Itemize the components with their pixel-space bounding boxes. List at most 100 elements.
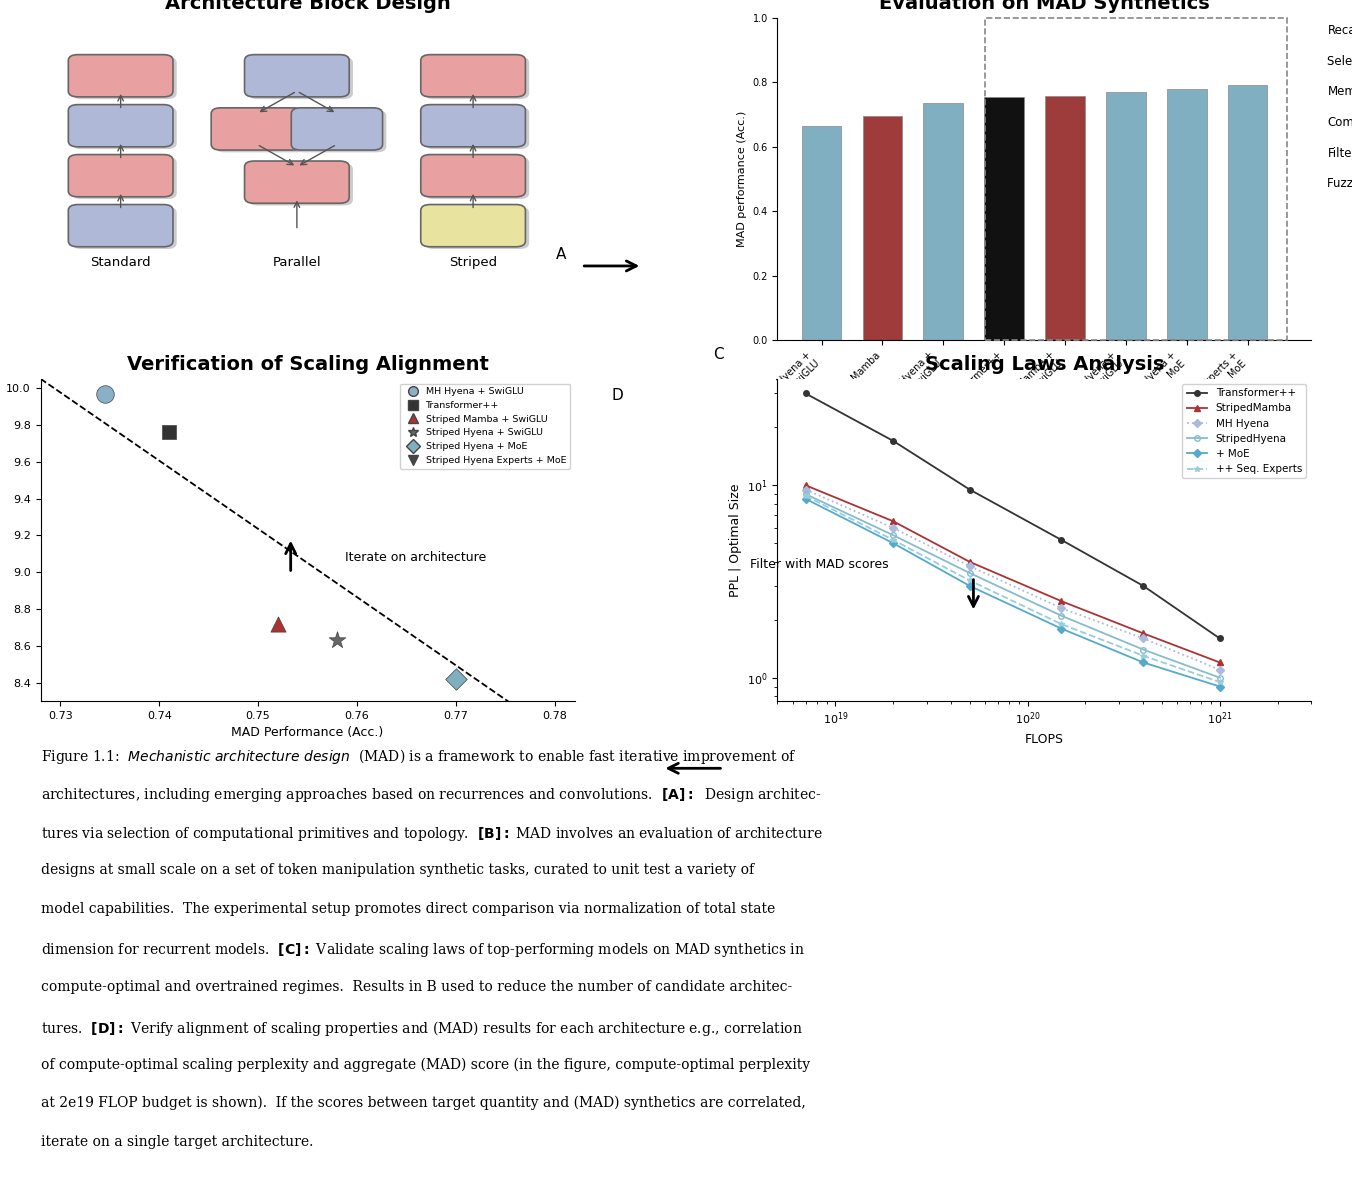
MH Hyena: [798, 482, 814, 496]
Text: Parallel: Parallel: [273, 256, 322, 269]
+ MoE: [886, 537, 902, 551]
+ MoE: [1136, 655, 1152, 669]
Title: Architecture Block Design: Architecture Block Design: [165, 0, 450, 13]
Text: compute-optimal and overtrained regimes.  Results in B used to reduce the number: compute-optimal and overtrained regimes.…: [41, 980, 792, 994]
Text: of compute-optimal scaling perplexity and aggregate (MAD) score (in the figure, : of compute-optimal scaling perplexity an…: [41, 1058, 810, 1072]
Y-axis label: MAD performance (Acc.): MAD performance (Acc.): [737, 111, 746, 247]
Line: StripedMamba: StripedMamba: [803, 482, 1222, 665]
X-axis label: FLOPS: FLOPS: [1025, 733, 1064, 746]
StripedMamba: [886, 514, 902, 528]
Text: D: D: [611, 389, 623, 403]
++ Seq. Experts: [1136, 649, 1152, 663]
Line: StripedHyena: StripedHyena: [803, 492, 1222, 681]
Title: Evaluation on MAD Synthetics: Evaluation on MAD Synthetics: [879, 0, 1210, 13]
Transformer++: [1136, 579, 1152, 593]
Bar: [923, 103, 963, 340]
FancyBboxPatch shape: [420, 204, 526, 247]
Text: Standard: Standard: [91, 256, 151, 269]
FancyBboxPatch shape: [425, 207, 529, 249]
Point: [445, 669, 466, 688]
FancyBboxPatch shape: [69, 155, 173, 197]
Legend: Transformer++, StripedMamba, MH Hyena, StripedHyena, + MoE, ++ Seq. Experts: Transformer++, StripedMamba, MH Hyena, S…: [1183, 384, 1306, 479]
Text: dimension for recurrent models.  $\mathbf{[C]:}$ Validate scaling laws of top-pe: dimension for recurrent models. $\mathbf…: [41, 941, 804, 959]
+ MoE: [798, 492, 814, 506]
Text: tures via selection of computational primitives and topology.  $\mathbf{[B]:}$ M: tures via selection of computational pri…: [41, 825, 822, 843]
FancyBboxPatch shape: [425, 157, 529, 199]
StripedMamba: [1136, 626, 1152, 641]
FancyBboxPatch shape: [420, 54, 526, 97]
MH Hyena: [1136, 631, 1152, 645]
FancyBboxPatch shape: [420, 155, 526, 197]
FancyBboxPatch shape: [249, 57, 353, 99]
StripedMamba: [961, 554, 977, 569]
FancyBboxPatch shape: [72, 106, 177, 149]
Text: Recall: Recall: [1328, 24, 1352, 37]
FancyBboxPatch shape: [215, 110, 306, 152]
Text: Filter with MAD scores: Filter with MAD scores: [750, 559, 890, 571]
Text: A: A: [556, 247, 566, 261]
FancyBboxPatch shape: [291, 108, 383, 150]
StripedMamba: [1053, 595, 1069, 609]
StripedMamba: [798, 479, 814, 493]
FancyBboxPatch shape: [425, 106, 529, 149]
Text: at 2e19 FLOP budget is shown).  If the scores between target quantity and (MAD) : at 2e19 FLOP budget is shown). If the sc…: [41, 1096, 806, 1111]
MH Hyena: [1053, 600, 1069, 615]
FancyBboxPatch shape: [69, 54, 173, 97]
Text: Striped: Striped: [449, 256, 498, 269]
Text: Selective Copy: Selective Copy: [1328, 54, 1352, 67]
StripedHyena: [1136, 643, 1152, 657]
Text: Filtering: Filtering: [1328, 147, 1352, 160]
Text: tures.  $\mathbf{[D]:}$ Verify alignment of scaling properties and (MAD) results: tures. $\mathbf{[D]:}$ Verify alignment …: [41, 1019, 802, 1038]
Legend: MH Hyena + SwiGLU, Transformer++, Striped Mamba + SwiGLU, Striped Hyena + SwiGLU: MH Hyena + SwiGLU, Transformer++, Stripe…: [400, 383, 569, 469]
Text: C: C: [714, 348, 725, 363]
StripedMamba: [1211, 655, 1228, 669]
FancyBboxPatch shape: [211, 108, 303, 150]
FancyBboxPatch shape: [72, 207, 177, 249]
Text: Fuzzy Recall: Fuzzy Recall: [1328, 177, 1352, 190]
MH Hyena: [961, 559, 977, 573]
++ Seq. Experts: [961, 573, 977, 587]
Y-axis label: PPL | Optimal Size: PPL | Optimal Size: [729, 483, 741, 597]
Text: architectures, including emerging approaches based on recurrences and convolutio: architectures, including emerging approa…: [41, 786, 821, 804]
Transformer++: [798, 387, 814, 401]
FancyBboxPatch shape: [72, 57, 177, 99]
FancyBboxPatch shape: [245, 54, 349, 97]
StripedHyena: [886, 528, 902, 543]
Point: [158, 423, 180, 442]
Bar: [1106, 92, 1145, 340]
Line: ++ Seq. Experts: ++ Seq. Experts: [803, 493, 1222, 684]
FancyBboxPatch shape: [72, 157, 177, 199]
Point: [525, 707, 546, 726]
Point: [95, 384, 116, 403]
Text: model capabilities.  The experimental setup promotes direct comparison via norma: model capabilities. The experimental set…: [41, 902, 775, 916]
Text: Compression: Compression: [1328, 116, 1352, 129]
Transformer++: [961, 482, 977, 496]
+ MoE: [1211, 680, 1228, 694]
MH Hyena: [886, 521, 902, 535]
Title: Verification of Scaling Alignment: Verification of Scaling Alignment: [127, 356, 488, 375]
Text: Figure 1.1:  $\it{Mechanistic\ architecture\ design}$  (MAD) is a framework to e: Figure 1.1: $\it{Mechanistic\ architectu…: [41, 747, 796, 766]
FancyBboxPatch shape: [245, 161, 349, 203]
Line: Transformer++: Transformer++: [803, 391, 1222, 641]
+ MoE: [1053, 622, 1069, 636]
Point: [268, 615, 289, 634]
Line: + MoE: + MoE: [803, 496, 1222, 689]
++ Seq. Experts: [798, 489, 814, 504]
Text: B: B: [714, 0, 723, 1]
FancyBboxPatch shape: [249, 163, 353, 206]
Text: designs at small scale on a set of token manipulation synthetic tasks, curated t: designs at small scale on a set of token…: [41, 863, 753, 877]
Point: [326, 631, 347, 650]
Text: Iterate on architecture: Iterate on architecture: [345, 552, 485, 564]
Title: Scaling Laws Analysis: Scaling Laws Analysis: [925, 356, 1164, 375]
Transformer++: [1053, 533, 1069, 547]
FancyBboxPatch shape: [69, 105, 173, 147]
Bar: [1228, 85, 1267, 340]
++ Seq. Experts: [1053, 617, 1069, 631]
Bar: [863, 116, 902, 340]
Transformer++: [886, 434, 902, 448]
Text: iterate on a single target architecture.: iterate on a single target architecture.: [41, 1135, 312, 1149]
FancyBboxPatch shape: [420, 105, 526, 147]
++ Seq. Experts: [1211, 675, 1228, 689]
StripedHyena: [798, 487, 814, 501]
++ Seq. Experts: [886, 533, 902, 547]
